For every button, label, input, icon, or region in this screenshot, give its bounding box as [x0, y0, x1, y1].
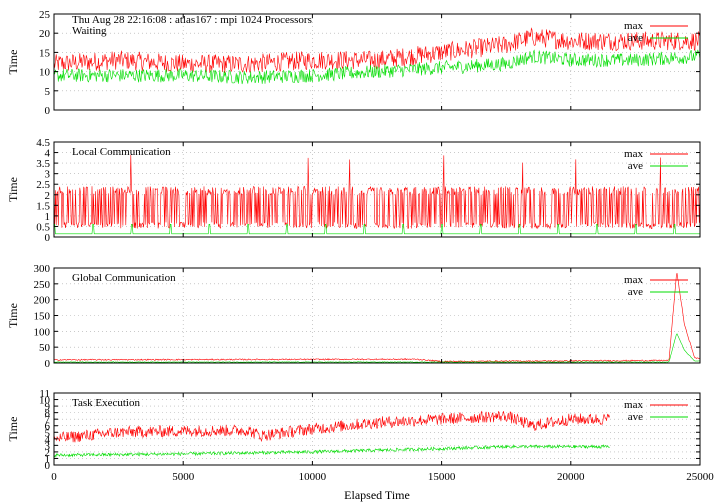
y-tick-label: 0.5	[36, 221, 50, 233]
y-tick-label: 4	[45, 148, 51, 160]
y-tick-label: 15	[39, 47, 51, 59]
y-tick-label: 150	[34, 311, 51, 323]
panel-title: Global Communication	[72, 272, 176, 284]
y-tick-label: 300	[34, 263, 51, 275]
x-tick-label: 20000	[557, 471, 585, 483]
x-tick-label: 15000	[428, 471, 456, 483]
legend-label-ave: ave	[628, 32, 643, 44]
x-axis-label: Elapsed Time	[344, 488, 410, 502]
chart-header: Thu Aug 28 22:16:08 : atlas167 : mpi 102…	[72, 14, 312, 26]
legend-label-max: max	[624, 399, 643, 411]
y-tick-label: 50	[39, 342, 51, 354]
y-tick-label: 1	[45, 453, 51, 465]
series-ave-line	[53, 333, 701, 363]
y-tick-label: 2.5	[36, 179, 50, 191]
y-tick-label: 0	[45, 460, 51, 472]
panel-1: 00.511.522.533.544.5 Time Local Communicat…	[6, 137, 701, 244]
series-max-line	[53, 154, 701, 230]
y-tick-label: 0	[45, 358, 51, 370]
y-tick-label: 250	[34, 279, 51, 291]
x-tick-label: 0	[51, 471, 57, 483]
series-ave-line	[53, 49, 701, 85]
y-tick-label: 1	[45, 211, 51, 223]
y-tick-label: 3	[45, 440, 51, 452]
legend-label-ave: ave	[628, 286, 643, 298]
plot-frame	[53, 392, 701, 466]
y-tick-label: 10	[39, 395, 51, 407]
y-axis-label: Time	[6, 50, 20, 75]
y-tick-label: 6	[45, 421, 51, 433]
panel-title: Task Execution	[72, 397, 140, 409]
panel-2: 0 50 100 150 200 250 300 Time Global Communicati…	[6, 263, 701, 370]
y-axis-label: Time	[6, 303, 20, 328]
y-tick-label: 4	[45, 434, 51, 446]
y-tick-label: 3	[45, 169, 51, 181]
y-tick-label: 5	[45, 427, 51, 439]
plot-frame	[53, 141, 701, 238]
y-tick-label: 2	[45, 447, 51, 459]
legend-label-ave: ave	[628, 160, 643, 172]
y-axis-label: Time	[6, 177, 20, 202]
y-tick-label: 4.5	[36, 137, 50, 149]
y-tick-label: 2	[45, 190, 51, 202]
plot-frame	[53, 13, 701, 111]
panel-title: Local Communication	[72, 146, 171, 158]
x-tick-label: 25000	[686, 471, 714, 483]
y-axis-label: Time	[6, 417, 20, 442]
y-tick-label: 11	[39, 388, 50, 400]
y-tick-label: 0	[45, 232, 51, 244]
legend-label-max: max	[624, 274, 643, 286]
x-tick-label: 10000	[299, 471, 327, 483]
y-tick-label: 0	[45, 105, 51, 117]
legend-label-max: max	[624, 148, 643, 160]
y-tick-label: 7	[45, 414, 51, 426]
y-tick-label: 3.5	[36, 158, 50, 170]
series-max-line	[53, 273, 701, 363]
series-ave-line	[53, 443, 610, 458]
series-ave-line	[54, 224, 700, 235]
y-tick-label: 20	[39, 28, 51, 40]
series-max-line	[53, 410, 610, 443]
legend-label-max: max	[624, 20, 643, 32]
y-tick-label: 100	[34, 326, 51, 338]
legend-label-ave: ave	[628, 411, 643, 423]
y-tick-label: 200	[34, 295, 51, 307]
x-tick-label: 5000	[172, 471, 195, 483]
y-tick-label: 1.5	[36, 200, 50, 212]
y-tick-label: 25	[39, 9, 51, 21]
y-tick-label: 10	[39, 67, 51, 79]
y-tick-label: 8	[45, 408, 51, 420]
panel-title: Waiting	[72, 25, 107, 37]
y-tick-label: 5	[45, 86, 51, 98]
y-tick-label: 9	[45, 401, 51, 413]
